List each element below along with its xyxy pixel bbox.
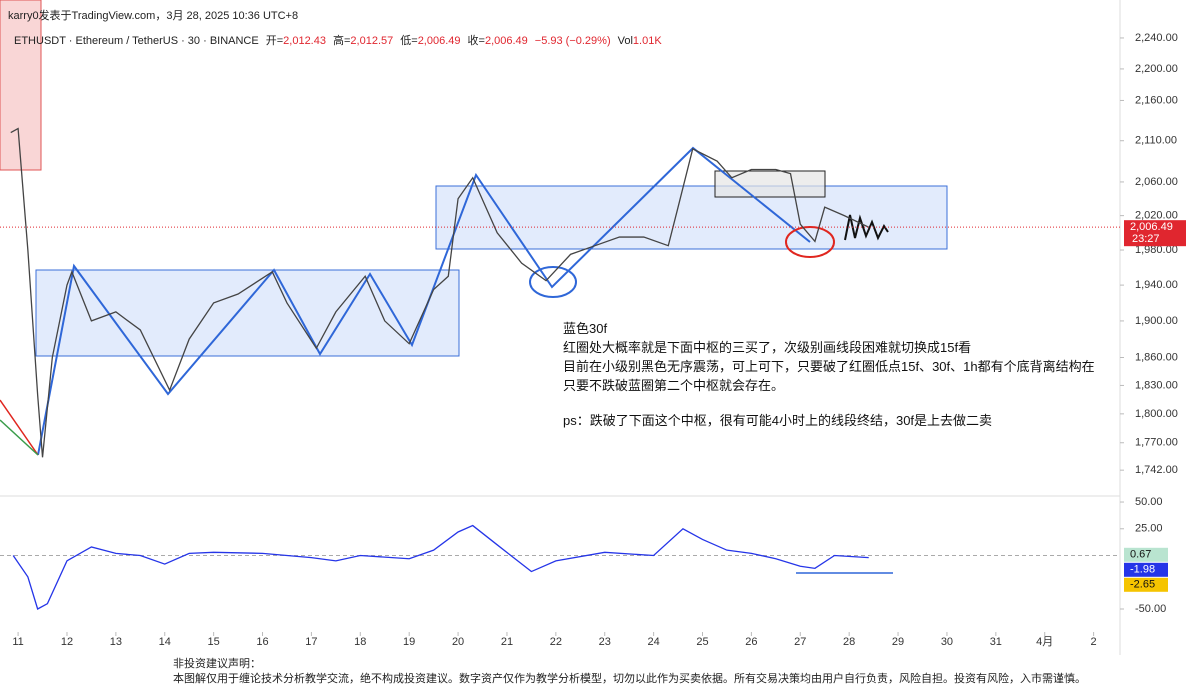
value-badge [1124,547,1168,562]
x-tick-label: 23 [599,636,611,648]
pivot-box [435,185,948,250]
x-tick-label: 16 [256,636,268,648]
x-tick-label: 26 [745,636,757,648]
y-tick-label: 2,160.00 [1135,94,1178,106]
y-tick-label: 25.00 [1135,523,1163,535]
y-tick-label: 1,940.00 [1135,279,1178,291]
price-line [10,127,869,458]
scribble [844,214,889,241]
ohlc-label: 开= [265,35,284,47]
value-badge [1124,577,1168,592]
ohlc-value: 2,012.43 [283,35,326,47]
x-tick-label: 24 [647,636,659,648]
x-tick-label: 25 [696,636,708,648]
y-tick-label: 2,020.00 [1135,210,1178,222]
x-tick-label: 30 [941,636,953,648]
y-tick-label: 1,742.00 [1135,464,1178,476]
value-badge-label: -1.98 [1130,564,1155,576]
ohlc-value: 2,012.57 [350,35,394,47]
ohlc-value: 1.01K [632,35,662,47]
annotation-line: ps：跌破了下面这个中枢，很有可能4小时上的线段终结，30f是上去做二卖 [563,413,993,428]
annotation-line: 只要不跌破蓝圈第二个中枢就会存在。 [563,378,785,393]
byline: karry0发表于TradingView.com，3月 28, 2025 10:… [8,10,299,22]
disclaimer-title: 非投资建议声明： [173,658,261,670]
y-tick-label: 2,240.00 [1135,32,1178,44]
y-tick-label: 1,770.00 [1135,437,1178,449]
range-box [714,170,826,198]
price-badge [1124,220,1186,247]
legend: ETHUSDT · Ethereum / TetherUS · 30 · BIN… [14,32,662,48]
price-line [12,524,869,610]
y-tick-label: 50.00 [1135,496,1163,508]
y-tick-label: 2,060.00 [1135,176,1178,188]
annotation-line: 红圈处大概率就是下面中枢的三买了，次级别画线段困难就切换成15f看 [563,340,972,355]
blue-circle [529,266,577,298]
ohlc-label: 高= [332,35,351,47]
value-badge-label: -2.65 [1130,579,1155,591]
y-tick-label: 1,860.00 [1135,351,1178,363]
symbol: ETHUSDT · Ethereum / TetherUS · 30 · BIN… [14,35,259,47]
segment-line [37,146,811,456]
y-tick-label: 1,800.00 [1135,408,1178,420]
y-tick-label: 1,830.00 [1135,379,1178,391]
x-tick-label: 12 [61,636,73,648]
x-tick-label: 20 [452,636,464,648]
y-tick-label: 2,110.00 [1135,135,1177,147]
trend-line [0,399,39,456]
marker-box [0,0,42,171]
trend-line [0,419,39,456]
x-tick-label: 22 [550,636,562,648]
x-tick-label: 18 [354,636,366,648]
x-tick-label: 27 [794,636,806,648]
x-tick-label: 11 [12,636,23,648]
ohlc-value: 2,006.49 [417,35,461,47]
x-tick-label: 15 [208,636,220,648]
x-tick-label: 28 [843,636,855,648]
y-tick-label: -50.00 [1135,603,1166,615]
ohlc-label: Vol [617,35,633,47]
x-tick-label: 17 [305,636,317,648]
ohlc-label: 低= [400,35,418,47]
x-tick-label: 13 [110,636,122,648]
x-tick-label: 14 [159,636,171,648]
ohlc-value: 2,006.49 [484,35,528,47]
x-tick-label: 21 [501,636,513,648]
x-tick-label: 31 [990,636,1002,648]
ohlc-value: −5.93 (−0.29%) [534,35,611,47]
value-badge-label: 0.67 [1130,549,1151,561]
annotation-line: 目前在小级别黑色无序震荡，可上可下，只要破了红圈低点15f、30f、1h都有个底… [563,359,1095,374]
price-badge-label: 2,006.49 [1130,221,1173,233]
x-tick-label: 19 [403,636,415,648]
countdown: 23:27 [1132,233,1160,245]
pivot-box [35,269,460,357]
y-tick-label: 2,200.00 [1135,63,1178,75]
x-tick-label: 4月 [1036,636,1053,648]
y-tick-label: 1,900.00 [1135,315,1178,327]
annotation-line: 蓝色30f [563,321,608,336]
value-badge [1124,562,1168,577]
x-tick-label: 29 [892,636,904,648]
disclaimer-text: 本图解仅用于缠论技术分析教学交流，绝不构成投资建议。数字资产仅作为教学分析模型，… [173,673,1086,685]
x-tick-label: 2 [1091,636,1097,648]
ohlc-label: 收= [467,35,485,47]
y-tick-label: 1,980.00 [1135,244,1178,256]
